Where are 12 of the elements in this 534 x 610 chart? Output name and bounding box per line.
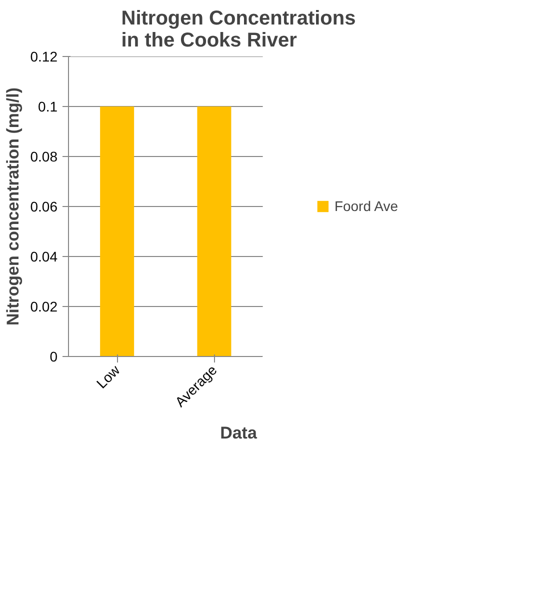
y-tick-label: 0 <box>50 348 58 364</box>
y-tick-label: 0.04 <box>30 248 58 264</box>
y-tick-label: 0.06 <box>30 198 58 214</box>
y-tick-label: 0.02 <box>30 298 58 314</box>
legend-label: Foord Ave <box>334 198 398 214</box>
chart-title: Nitrogen Concentrations in the Cooks River <box>121 8 356 52</box>
x-tick-label: Low <box>93 361 124 392</box>
y-tick-label: 0.08 <box>30 148 58 164</box>
y-tick-label: 0.12 <box>30 48 58 64</box>
y-axis-title: Nitrogen concentration (mg/l) <box>3 88 22 326</box>
x-axis-title: Data <box>220 424 258 443</box>
y-tick-label: 0.1 <box>38 98 58 114</box>
